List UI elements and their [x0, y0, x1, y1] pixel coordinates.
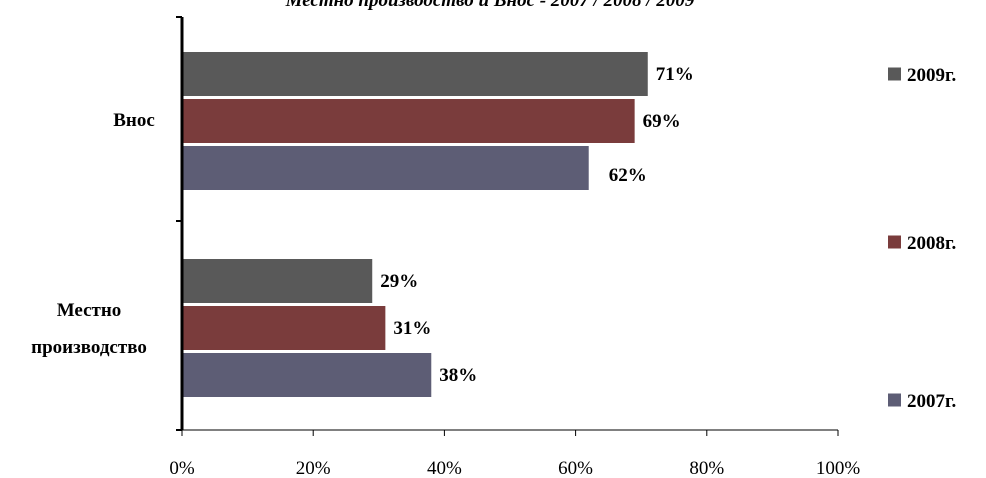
x-tick-label: 40% [427, 458, 462, 478]
data-label: 69% [643, 111, 681, 132]
bars-group [182, 52, 648, 397]
legend-label: 2009г. [907, 65, 956, 86]
legend-swatch [888, 235, 901, 249]
legend: 2009г. 2008г. 2007г. [888, 65, 956, 412]
chart-title: Местно производство и Внос - 2007 / 2008… [285, 0, 695, 11]
data-label: 31% [393, 318, 431, 339]
bar-mestno-2007 [182, 353, 432, 397]
category-label: Внос [113, 110, 155, 131]
category-labels-group: Внос Местно производство [31, 110, 155, 358]
bar-mestno-2009 [182, 259, 373, 303]
bar-vnos-2007 [182, 146, 589, 190]
x-tick-label: 0% [169, 458, 195, 478]
data-label: 71% [656, 64, 694, 85]
bar-vnos-2009 [182, 52, 648, 96]
x-tick-label: 80% [689, 458, 724, 478]
tick-labels-group: 0% 20% 40% 60% 80% 100% [169, 458, 860, 478]
category-label: Местно производство [31, 300, 147, 358]
legend-label: 2008г. [907, 233, 956, 254]
x-tick-label: 20% [296, 458, 331, 478]
bar-mestno-2008 [182, 306, 386, 350]
axes-group [176, 16, 839, 436]
legend-swatch [888, 393, 901, 407]
x-tick-label: 100% [816, 458, 861, 478]
legend-label: 2007г. [907, 391, 956, 412]
x-tick-label: 60% [558, 458, 593, 478]
data-label: 29% [380, 271, 418, 292]
data-label: 62% [609, 165, 647, 186]
data-labels-group: 71% 69% 62% 29% 31% 38% [380, 64, 694, 386]
bar-vnos-2008 [182, 99, 635, 143]
legend-swatch [888, 67, 901, 81]
data-label: 38% [439, 365, 477, 386]
